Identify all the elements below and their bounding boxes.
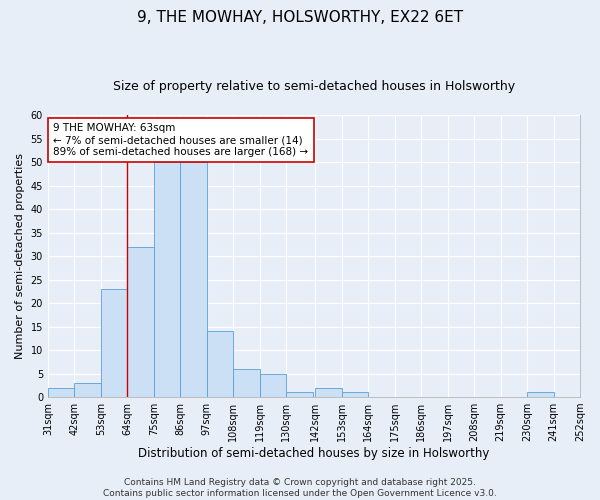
- Bar: [286, 392, 313, 397]
- Bar: [260, 374, 286, 397]
- Bar: [207, 332, 233, 397]
- Text: 9 THE MOWHAY: 63sqm
← 7% of semi-detached houses are smaller (14)
89% of semi-de: 9 THE MOWHAY: 63sqm ← 7% of semi-detache…: [53, 124, 308, 156]
- Bar: [580, 392, 600, 397]
- Bar: [48, 388, 74, 397]
- Bar: [315, 388, 341, 397]
- Bar: [101, 289, 127, 397]
- Text: 9, THE MOWHAY, HOLSWORTHY, EX22 6ET: 9, THE MOWHAY, HOLSWORTHY, EX22 6ET: [137, 10, 463, 25]
- X-axis label: Distribution of semi-detached houses by size in Holsworthy: Distribution of semi-detached houses by …: [138, 447, 490, 460]
- Title: Size of property relative to semi-detached houses in Holsworthy: Size of property relative to semi-detach…: [113, 80, 515, 93]
- Bar: [74, 383, 101, 397]
- Text: Contains HM Land Registry data © Crown copyright and database right 2025.
Contai: Contains HM Land Registry data © Crown c…: [103, 478, 497, 498]
- Y-axis label: Number of semi-detached properties: Number of semi-detached properties: [15, 153, 25, 359]
- Bar: [181, 162, 207, 397]
- Bar: [154, 162, 181, 397]
- Bar: [341, 392, 368, 397]
- Bar: [233, 369, 260, 397]
- Bar: [527, 392, 554, 397]
- Bar: [127, 246, 154, 397]
